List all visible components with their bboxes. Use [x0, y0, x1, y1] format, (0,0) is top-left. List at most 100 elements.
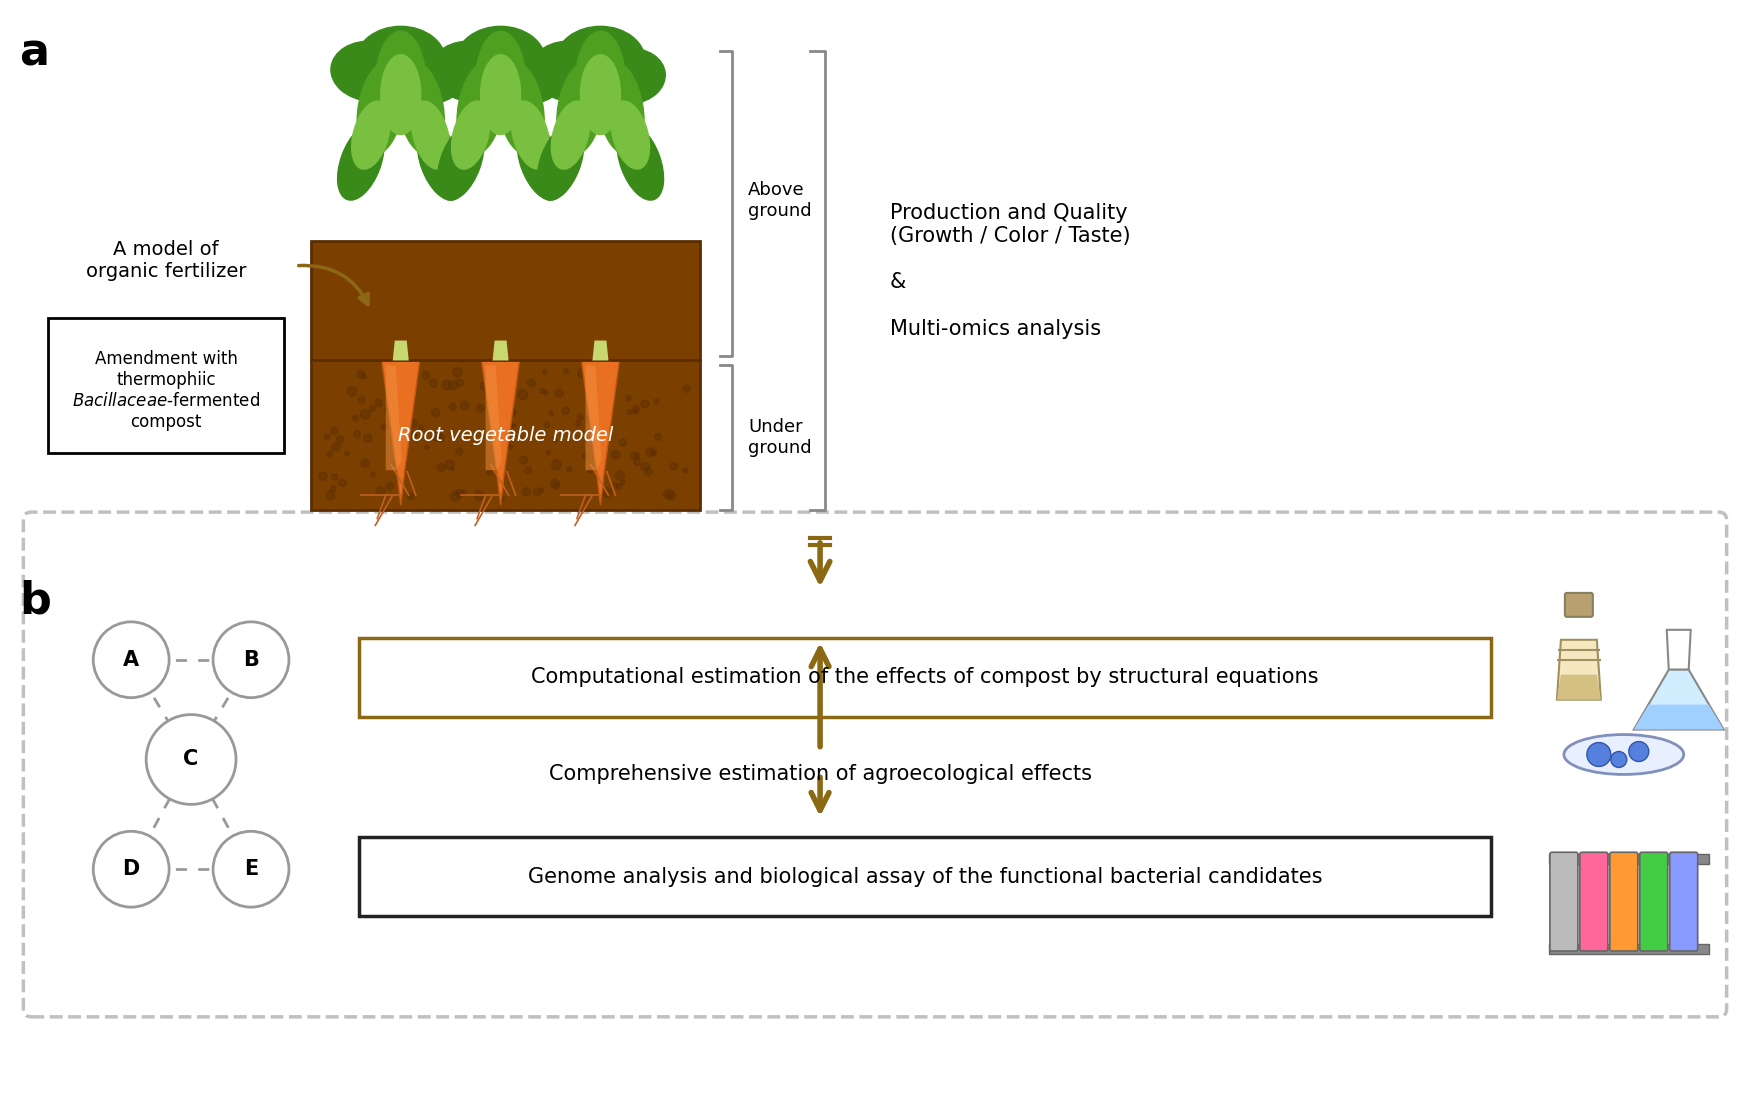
- Circle shape: [401, 460, 406, 466]
- Circle shape: [331, 474, 338, 480]
- Circle shape: [324, 434, 329, 439]
- Ellipse shape: [331, 41, 411, 101]
- Circle shape: [586, 415, 593, 423]
- Circle shape: [359, 397, 364, 404]
- Circle shape: [455, 489, 464, 498]
- Circle shape: [578, 368, 588, 378]
- Ellipse shape: [611, 101, 649, 169]
- Circle shape: [455, 448, 462, 455]
- Circle shape: [634, 406, 639, 411]
- Circle shape: [147, 715, 236, 804]
- Circle shape: [546, 450, 551, 455]
- FancyBboxPatch shape: [1549, 854, 1708, 864]
- Polygon shape: [1558, 639, 1601, 699]
- Text: E: E: [243, 860, 257, 880]
- Circle shape: [562, 407, 569, 415]
- Polygon shape: [1634, 705, 1724, 729]
- Circle shape: [487, 469, 492, 475]
- Circle shape: [553, 483, 560, 489]
- Circle shape: [513, 424, 516, 428]
- Circle shape: [369, 405, 376, 411]
- Circle shape: [450, 404, 457, 410]
- Circle shape: [525, 467, 532, 474]
- Text: Production and Quality
(Growth / Color / Taste)

&

Multi-omics analysis: Production and Quality (Growth / Color /…: [891, 202, 1130, 339]
- Ellipse shape: [595, 49, 665, 103]
- Ellipse shape: [576, 31, 625, 131]
- Circle shape: [93, 622, 170, 697]
- FancyBboxPatch shape: [1614, 896, 1634, 950]
- Text: Amendment with
thermophiic
$\it{Bacillaceae}$-fermented
compost: Amendment with thermophiic $\it{Bacillac…: [72, 350, 261, 430]
- Circle shape: [410, 419, 416, 428]
- Circle shape: [357, 370, 364, 378]
- Circle shape: [499, 496, 504, 502]
- FancyBboxPatch shape: [359, 638, 1491, 716]
- Circle shape: [602, 488, 612, 497]
- Circle shape: [436, 434, 444, 441]
- Circle shape: [360, 458, 369, 467]
- Polygon shape: [312, 241, 700, 510]
- Ellipse shape: [530, 41, 611, 101]
- Ellipse shape: [495, 49, 565, 103]
- Circle shape: [539, 388, 544, 394]
- Circle shape: [460, 401, 469, 410]
- Circle shape: [474, 490, 485, 500]
- Circle shape: [634, 458, 640, 465]
- Circle shape: [576, 421, 581, 426]
- Circle shape: [1587, 743, 1610, 766]
- Text: Under
ground: Under ground: [749, 418, 812, 457]
- Ellipse shape: [511, 101, 550, 169]
- Circle shape: [450, 467, 455, 470]
- FancyBboxPatch shape: [1549, 944, 1708, 954]
- Ellipse shape: [556, 61, 604, 155]
- Circle shape: [429, 379, 438, 387]
- Text: D: D: [123, 860, 140, 880]
- Circle shape: [453, 368, 462, 377]
- Circle shape: [432, 431, 441, 441]
- Circle shape: [640, 400, 649, 408]
- Circle shape: [457, 379, 464, 386]
- Text: Genome analysis and biological assay of the functional bacterial candidates: Genome analysis and biological assay of …: [528, 866, 1323, 886]
- Polygon shape: [481, 360, 520, 505]
- Circle shape: [346, 387, 357, 396]
- Circle shape: [635, 454, 640, 458]
- Ellipse shape: [537, 123, 584, 200]
- Circle shape: [444, 460, 455, 469]
- Text: B: B: [243, 649, 259, 669]
- Circle shape: [476, 405, 485, 413]
- Circle shape: [354, 430, 360, 438]
- Circle shape: [450, 492, 460, 502]
- Ellipse shape: [430, 41, 511, 101]
- Circle shape: [634, 409, 637, 414]
- FancyBboxPatch shape: [49, 318, 284, 454]
- Circle shape: [362, 375, 366, 378]
- Circle shape: [360, 409, 369, 419]
- FancyBboxPatch shape: [1580, 852, 1608, 951]
- Circle shape: [385, 406, 392, 414]
- Circle shape: [402, 378, 408, 384]
- Circle shape: [507, 421, 513, 427]
- Circle shape: [411, 433, 416, 438]
- Circle shape: [626, 396, 632, 400]
- Ellipse shape: [476, 31, 525, 131]
- Circle shape: [422, 371, 430, 379]
- Circle shape: [331, 427, 338, 435]
- FancyBboxPatch shape: [359, 837, 1491, 916]
- Circle shape: [462, 489, 466, 495]
- Polygon shape: [485, 366, 502, 470]
- Circle shape: [390, 374, 396, 379]
- Circle shape: [654, 434, 662, 440]
- Circle shape: [327, 451, 332, 457]
- FancyBboxPatch shape: [1610, 852, 1638, 951]
- Circle shape: [550, 411, 553, 416]
- Circle shape: [520, 456, 527, 464]
- Ellipse shape: [397, 61, 444, 155]
- FancyBboxPatch shape: [1640, 852, 1668, 951]
- Ellipse shape: [1564, 735, 1684, 774]
- Circle shape: [651, 449, 656, 456]
- Text: C: C: [184, 749, 200, 770]
- Circle shape: [667, 492, 676, 500]
- Text: b: b: [19, 580, 51, 623]
- Ellipse shape: [376, 31, 425, 131]
- Circle shape: [564, 369, 569, 374]
- Ellipse shape: [352, 101, 390, 169]
